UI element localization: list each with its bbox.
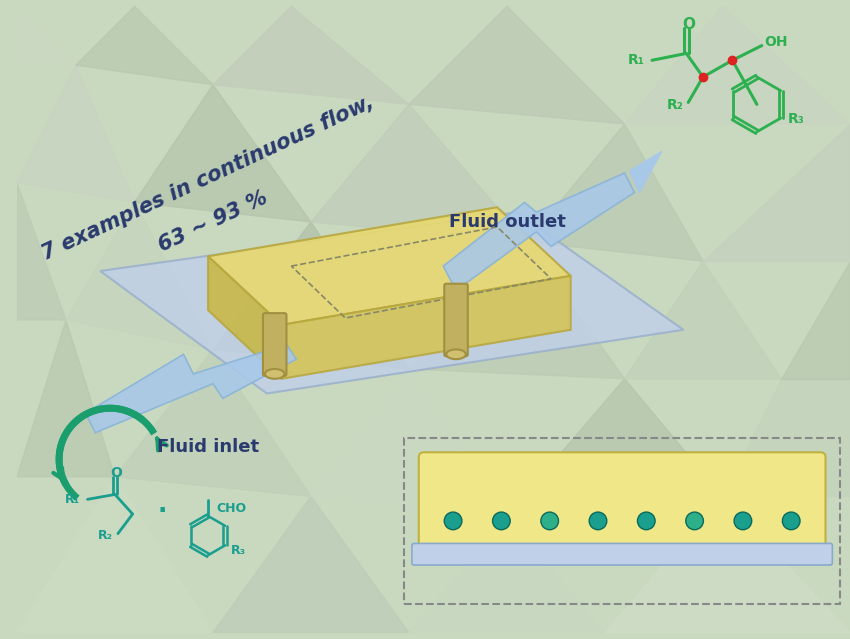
Circle shape <box>589 512 607 530</box>
Circle shape <box>445 512 462 530</box>
Text: 63 ~ 93 %: 63 ~ 93 % <box>156 188 270 256</box>
Ellipse shape <box>265 369 285 379</box>
Text: R₃: R₃ <box>230 544 246 557</box>
Polygon shape <box>409 242 625 379</box>
Polygon shape <box>527 124 703 261</box>
Text: R₁: R₁ <box>627 53 644 67</box>
Polygon shape <box>208 256 281 379</box>
Text: R₃: R₃ <box>787 112 804 126</box>
Polygon shape <box>17 320 115 477</box>
Polygon shape <box>781 261 850 379</box>
Polygon shape <box>630 151 662 192</box>
Ellipse shape <box>446 350 466 359</box>
Polygon shape <box>213 222 409 369</box>
Polygon shape <box>703 124 850 261</box>
Polygon shape <box>86 344 297 433</box>
Text: CHO: CHO <box>216 502 246 514</box>
Circle shape <box>541 512 558 530</box>
Polygon shape <box>17 6 76 65</box>
Polygon shape <box>208 207 570 325</box>
Text: R₂: R₂ <box>98 528 113 542</box>
Polygon shape <box>17 183 66 320</box>
Polygon shape <box>115 350 311 497</box>
Polygon shape <box>625 261 781 379</box>
Polygon shape <box>213 6 409 104</box>
Polygon shape <box>444 173 634 291</box>
Text: O: O <box>110 466 122 480</box>
Circle shape <box>782 512 800 530</box>
Text: ·: · <box>157 499 167 523</box>
Text: R₂: R₂ <box>666 98 683 112</box>
Polygon shape <box>17 477 213 633</box>
Text: OH: OH <box>764 35 787 49</box>
FancyBboxPatch shape <box>263 313 286 376</box>
Circle shape <box>686 512 704 530</box>
Polygon shape <box>605 497 850 633</box>
Polygon shape <box>66 203 213 350</box>
Circle shape <box>734 512 751 530</box>
Polygon shape <box>213 497 409 633</box>
Polygon shape <box>76 6 213 85</box>
FancyBboxPatch shape <box>412 543 832 565</box>
FancyBboxPatch shape <box>419 452 825 550</box>
Polygon shape <box>311 104 527 242</box>
Polygon shape <box>134 85 311 222</box>
Polygon shape <box>311 369 507 516</box>
Polygon shape <box>409 516 605 633</box>
Text: 7 examples in continuous flow,: 7 examples in continuous flow, <box>39 92 377 264</box>
Text: Fluid inlet: Fluid inlet <box>157 438 259 456</box>
Polygon shape <box>507 379 722 516</box>
Polygon shape <box>625 6 850 124</box>
Text: R₁: R₁ <box>65 493 80 506</box>
FancyBboxPatch shape <box>445 284 468 357</box>
Polygon shape <box>409 6 625 124</box>
Polygon shape <box>281 276 570 379</box>
Polygon shape <box>100 212 683 394</box>
Circle shape <box>492 512 510 530</box>
Polygon shape <box>17 65 134 203</box>
Polygon shape <box>722 379 850 497</box>
Text: Fluid outlet: Fluid outlet <box>449 213 565 231</box>
Circle shape <box>638 512 655 530</box>
Text: O: O <box>682 17 694 31</box>
